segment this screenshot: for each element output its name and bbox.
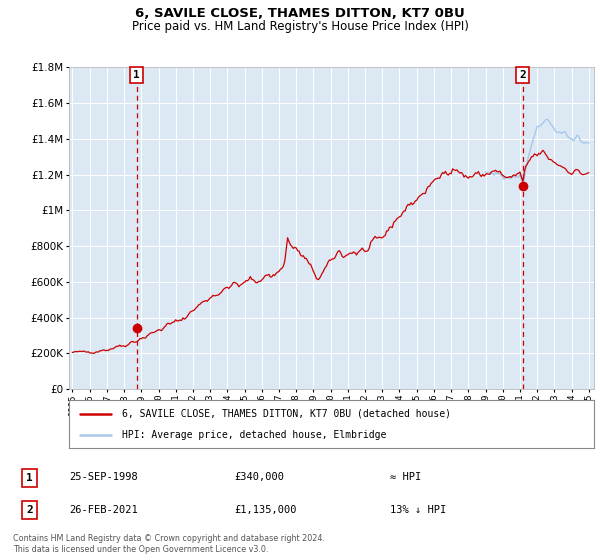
Text: 1: 1 <box>133 70 140 80</box>
Text: 25-SEP-1998: 25-SEP-1998 <box>69 472 138 482</box>
Text: 1: 1 <box>26 473 33 483</box>
Text: 2: 2 <box>519 70 526 80</box>
Text: Price paid vs. HM Land Registry's House Price Index (HPI): Price paid vs. HM Land Registry's House … <box>131 20 469 32</box>
Text: Contains HM Land Registry data © Crown copyright and database right 2024.: Contains HM Land Registry data © Crown c… <box>13 534 325 543</box>
Text: £1,135,000: £1,135,000 <box>234 505 296 515</box>
Text: This data is licensed under the Open Government Licence v3.0.: This data is licensed under the Open Gov… <box>13 545 269 554</box>
Text: HPI: Average price, detached house, Elmbridge: HPI: Average price, detached house, Elmb… <box>121 430 386 440</box>
Text: ≈ HPI: ≈ HPI <box>390 472 421 482</box>
Text: 6, SAVILE CLOSE, THAMES DITTON, KT7 0BU: 6, SAVILE CLOSE, THAMES DITTON, KT7 0BU <box>135 7 465 20</box>
Text: 26-FEB-2021: 26-FEB-2021 <box>69 505 138 515</box>
Text: 2: 2 <box>26 505 33 515</box>
Text: 13% ↓ HPI: 13% ↓ HPI <box>390 505 446 515</box>
Text: £340,000: £340,000 <box>234 472 284 482</box>
Text: 6, SAVILE CLOSE, THAMES DITTON, KT7 0BU (detached house): 6, SAVILE CLOSE, THAMES DITTON, KT7 0BU … <box>121 409 451 419</box>
